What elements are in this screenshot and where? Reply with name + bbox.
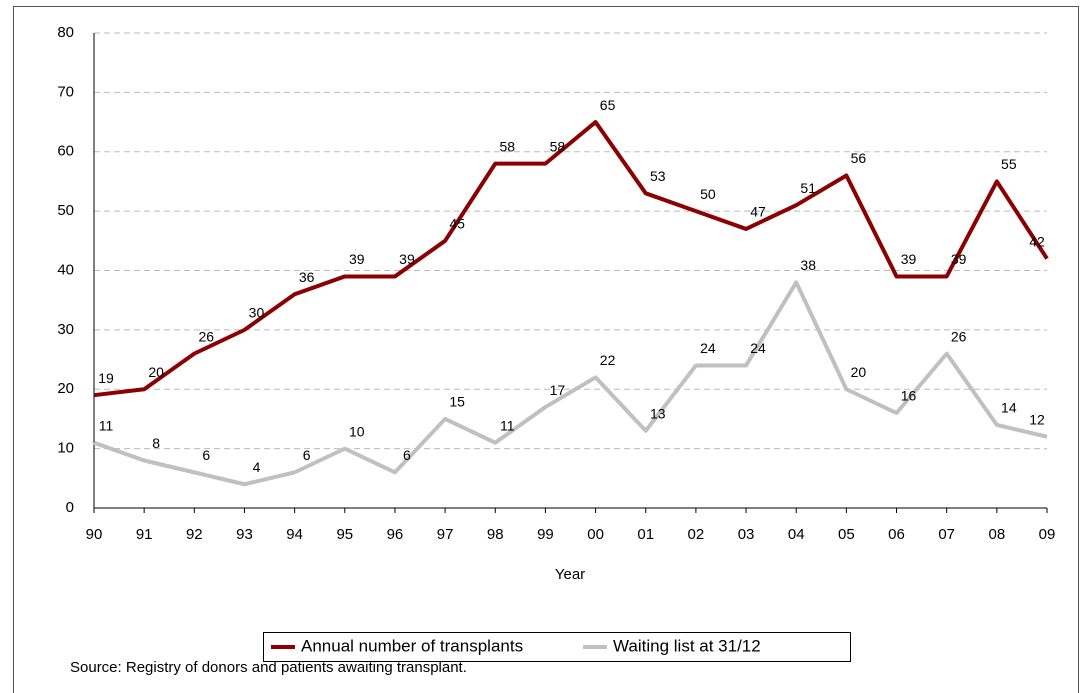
data-label: 58 — [499, 138, 515, 154]
data-label: 51 — [800, 180, 816, 196]
data-label: 6 — [303, 447, 311, 463]
x-tick-label: 07 — [938, 526, 955, 543]
data-label: 10 — [349, 423, 365, 439]
data-label: 56 — [851, 150, 867, 166]
data-label: 45 — [449, 216, 465, 232]
data-label: 50 — [700, 186, 716, 202]
x-tick-label: 00 — [587, 526, 604, 543]
data-label: 39 — [349, 251, 365, 267]
y-tick-label: 20 — [57, 380, 74, 397]
source-note: Source: Registry of donors and patients … — [70, 659, 467, 676]
data-label: 19 — [98, 370, 114, 386]
y-tick-label: 40 — [57, 261, 74, 278]
x-tick-label: 08 — [988, 526, 1005, 543]
x-tick-label: 03 — [738, 526, 755, 543]
x-tick-label: 04 — [788, 526, 805, 543]
data-label: 24 — [750, 340, 766, 356]
data-label: 11 — [99, 417, 114, 433]
data-label: 4 — [253, 459, 261, 475]
data-label: 24 — [700, 340, 716, 356]
y-tick-label: 70 — [57, 83, 74, 100]
x-tick-label: 91 — [136, 526, 153, 543]
y-tick-label: 50 — [57, 202, 74, 219]
x-axis-label: Year — [555, 566, 585, 583]
data-label: 26 — [199, 328, 215, 344]
data-label: 6 — [202, 447, 210, 463]
data-label: 20 — [148, 364, 164, 380]
data-label: 58 — [550, 138, 566, 154]
x-tick-label: 94 — [286, 526, 303, 543]
data-label: 17 — [550, 382, 566, 398]
data-label: 12 — [1029, 411, 1045, 427]
data-label: 26 — [951, 328, 967, 344]
y-tick-label: 0 — [66, 499, 74, 516]
data-label: 53 — [650, 168, 666, 184]
x-tick-label: 93 — [236, 526, 253, 543]
data-label: 39 — [399, 251, 415, 267]
x-tick-label: 99 — [537, 526, 554, 543]
data-label: 38 — [800, 257, 816, 273]
data-label: 14 — [1001, 400, 1017, 416]
data-label: 15 — [449, 394, 465, 410]
data-label: 55 — [1001, 156, 1017, 172]
data-label: 11 — [500, 417, 515, 433]
legend-label: Annual number of transplants — [301, 636, 523, 655]
data-label: 20 — [851, 364, 867, 380]
data-label: 13 — [650, 406, 666, 422]
y-tick-label: 30 — [57, 321, 74, 338]
x-tick-label: 96 — [387, 526, 404, 543]
frame — [13, 6, 1079, 693]
x-tick-label: 06 — [888, 526, 905, 543]
data-label: 8 — [152, 435, 160, 451]
data-label: 39 — [951, 251, 967, 267]
x-tick-label: 95 — [336, 526, 353, 543]
data-label: 16 — [901, 388, 917, 404]
x-tick-label: 09 — [1039, 526, 1056, 543]
x-tick-label: 92 — [186, 526, 203, 543]
x-tick-label: 90 — [86, 526, 103, 543]
data-label: 36 — [299, 269, 315, 285]
data-label: 65 — [600, 97, 616, 113]
legend-box — [263, 632, 851, 662]
x-tick-label: 01 — [637, 526, 654, 543]
y-tick-label: 80 — [57, 24, 74, 41]
legend-label: Waiting list at 31/12 — [613, 636, 761, 655]
series-line — [93, 280, 1048, 487]
data-label: 47 — [750, 204, 766, 220]
y-tick-label: 10 — [57, 440, 74, 457]
y-tick-label: 60 — [57, 143, 74, 160]
data-label: 39 — [901, 251, 917, 267]
x-tick-label: 97 — [437, 526, 454, 543]
x-tick-label: 98 — [487, 526, 504, 543]
data-label: 42 — [1029, 233, 1045, 249]
x-tick-label: 05 — [838, 526, 855, 543]
data-label: 22 — [600, 352, 616, 368]
series-line — [93, 120, 1049, 398]
data-label: 30 — [249, 305, 265, 321]
data-label: 6 — [403, 447, 411, 463]
x-tick-label: 02 — [688, 526, 705, 543]
